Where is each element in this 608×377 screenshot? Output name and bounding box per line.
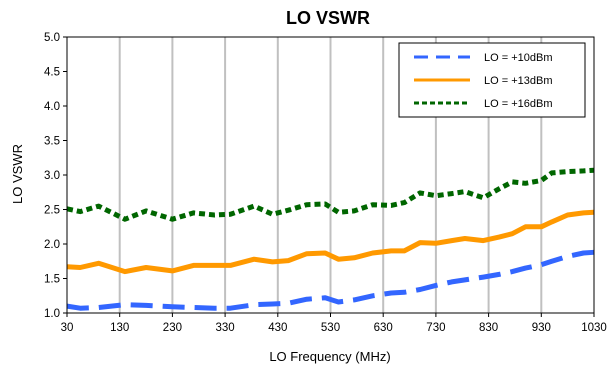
x-axis-title: LO Frequency (MHz) xyxy=(269,349,390,364)
x-tick-label: 1030 xyxy=(581,322,607,334)
x-tick-label: 930 xyxy=(532,322,551,334)
y-tick-label: 3.0 xyxy=(44,170,60,182)
x-tick-label: 330 xyxy=(216,322,235,334)
series-line-3 xyxy=(66,167,595,222)
y-tick-label: 4.0 xyxy=(44,101,60,113)
axis-tick-labels: 30 130 230 330 430 530 630 730 830 930 1030 1.0 1.5 2… xyxy=(44,32,607,334)
legend-label-3: LO = +16dBm xyxy=(484,98,553,110)
chart-title: LO VSWR xyxy=(286,8,370,28)
legend: LO = +10dBm LO = +13dBm LO = +16dBm xyxy=(398,42,586,118)
x-tick-label: 630 xyxy=(374,322,393,334)
y-tick-label: 5.0 xyxy=(44,32,60,44)
y-axis-title: LO VSWR xyxy=(10,144,25,204)
legend-label-1: LO = +10dBm xyxy=(484,52,553,64)
x-tick-label: 430 xyxy=(268,322,287,334)
y-tick-label: 1.5 xyxy=(44,274,60,286)
y-tick-label: 2.0 xyxy=(44,239,60,251)
series-line-1 xyxy=(66,249,595,311)
x-tick-label: 30 xyxy=(61,322,74,334)
x-tick-label: 130 xyxy=(110,322,129,334)
x-tick-label: 530 xyxy=(321,322,340,334)
series-lines xyxy=(66,167,595,311)
x-tick-label: 230 xyxy=(163,322,182,334)
y-tick-label: 3.5 xyxy=(44,136,60,148)
y-tick-label: 2.5 xyxy=(44,205,60,217)
legend-label-2: LO = +13dBm xyxy=(484,75,553,87)
x-tick-label: 730 xyxy=(426,322,445,334)
series-line-2 xyxy=(66,209,595,275)
x-tick-label: 830 xyxy=(479,322,498,334)
y-tick-label: 4.5 xyxy=(44,67,60,79)
y-tick-label: 1.0 xyxy=(44,308,60,320)
